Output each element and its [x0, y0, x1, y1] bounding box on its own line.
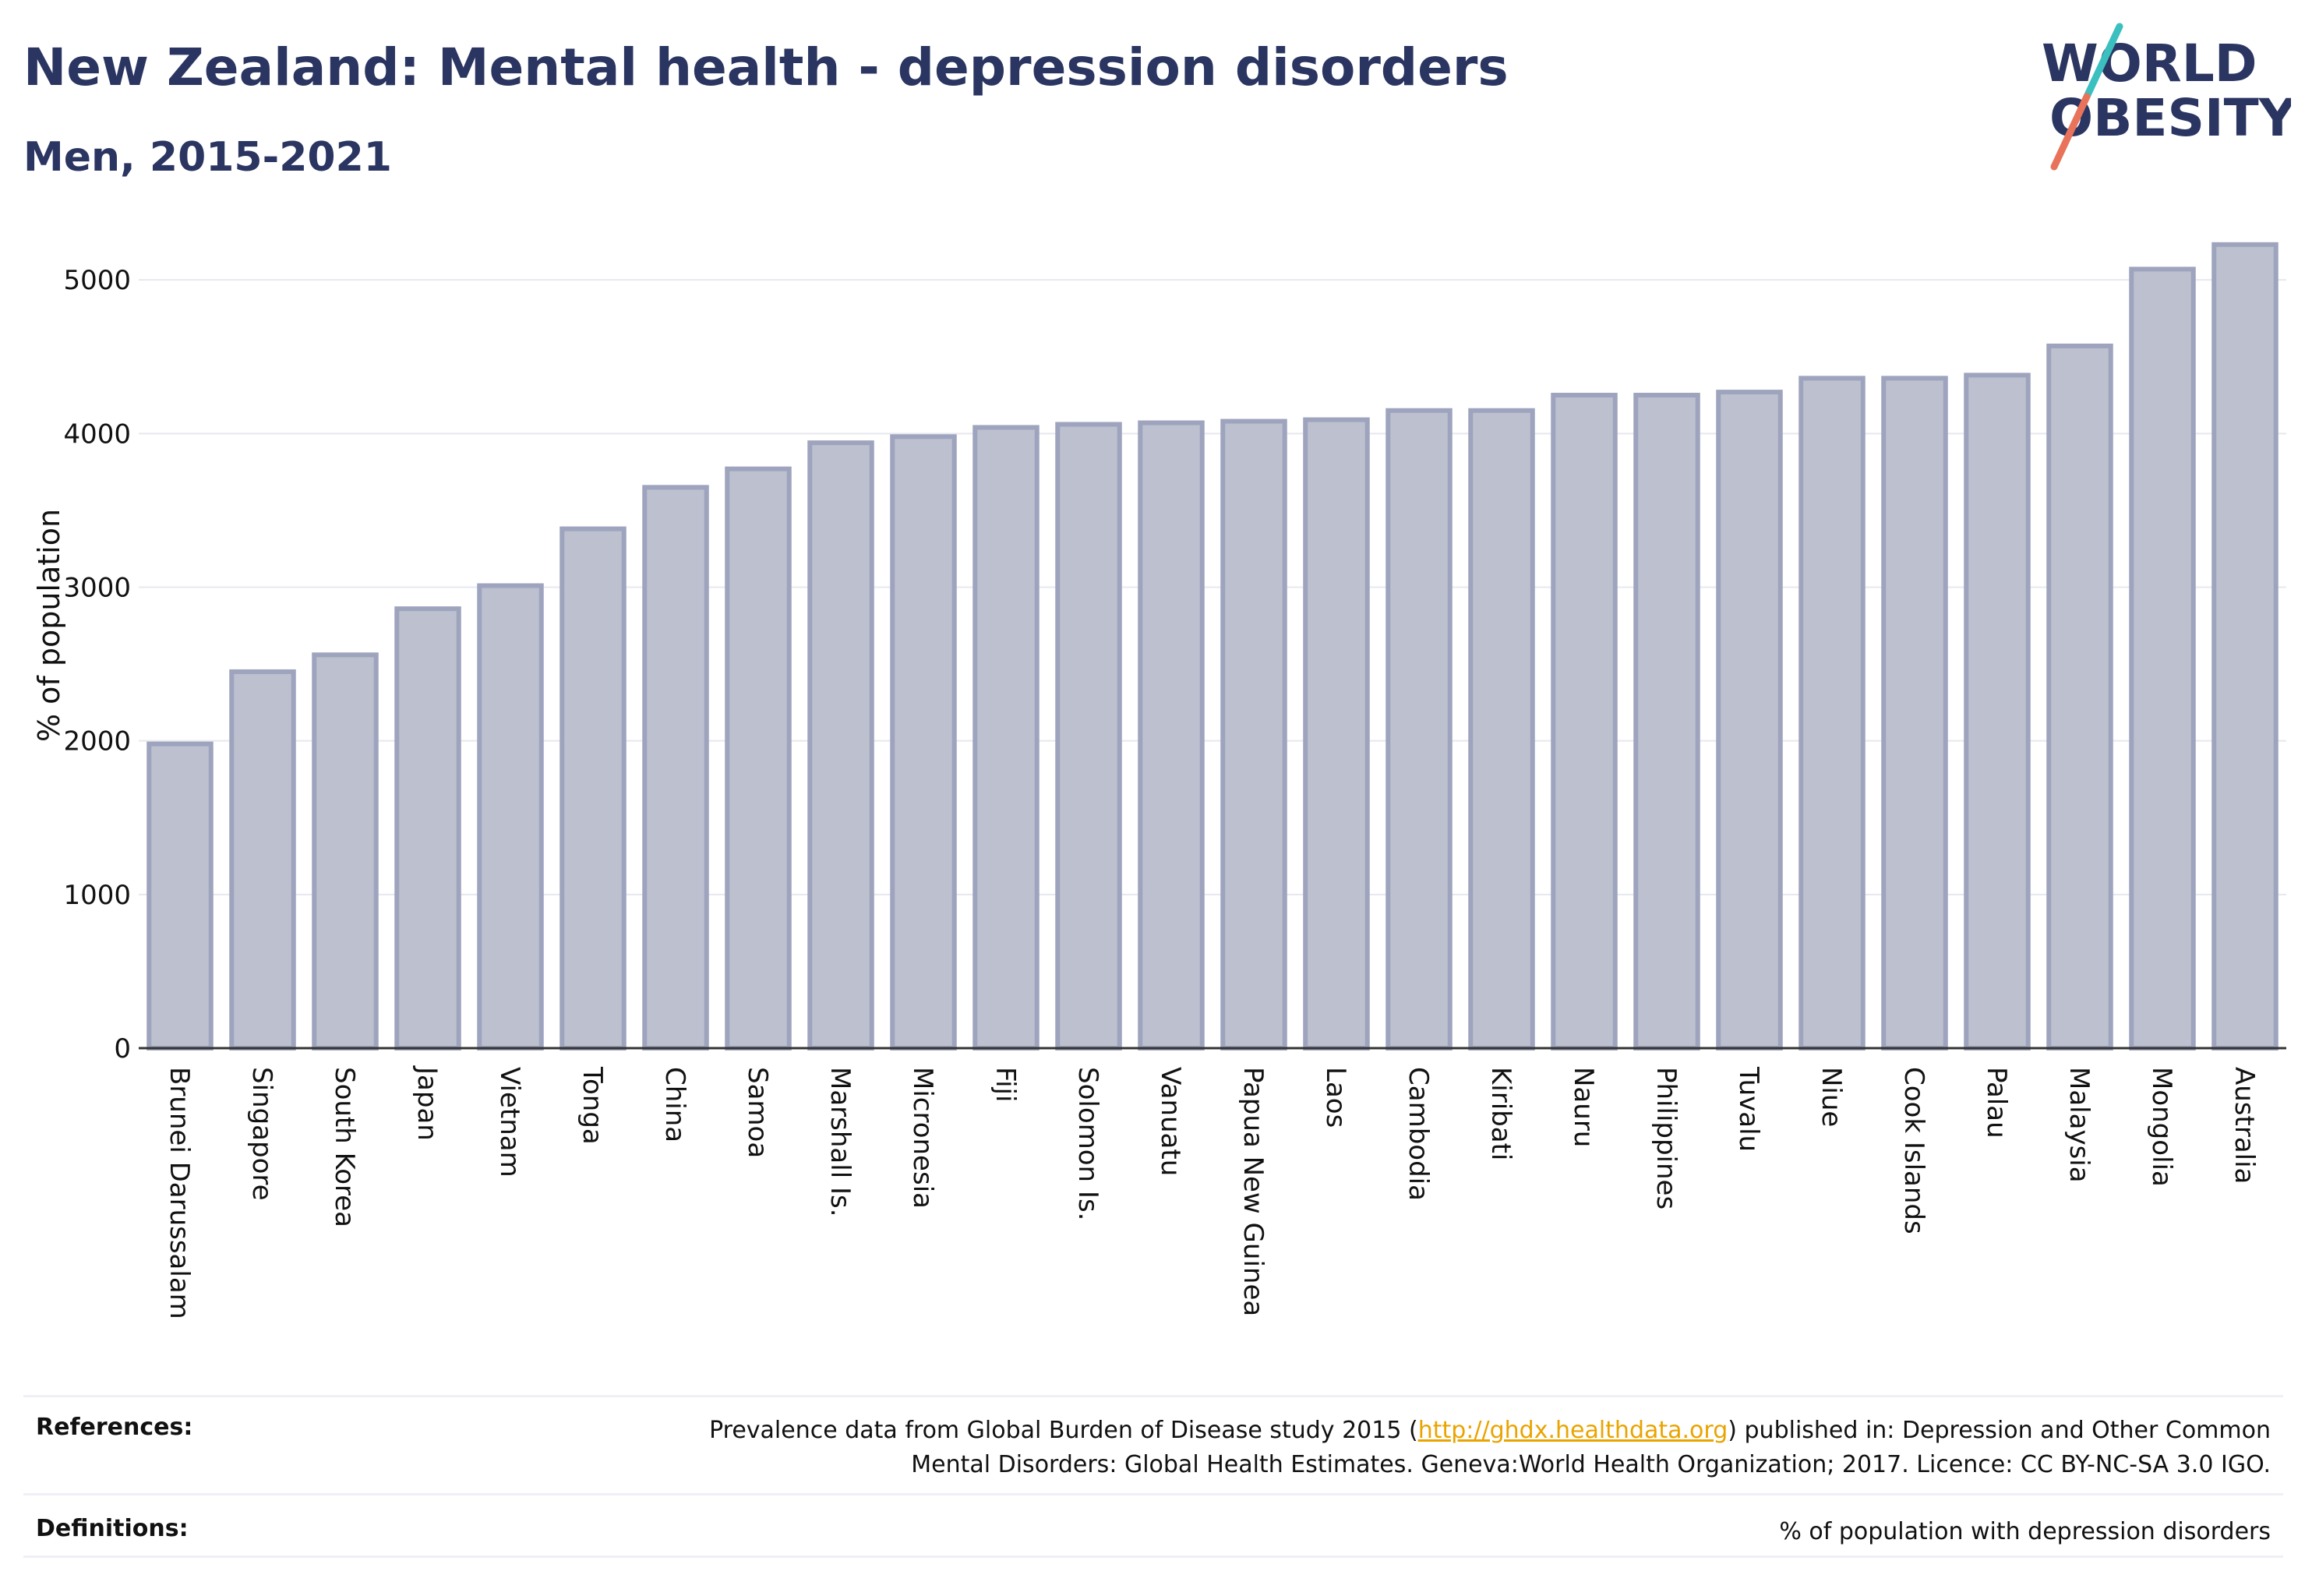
x-tick-label: Fiji: [990, 1067, 1021, 1102]
bar[interactable]: [1964, 373, 2031, 1050]
x-tick-label: Laos: [1320, 1067, 1351, 1128]
references-label: References:: [36, 1414, 193, 1441]
footer-divider-middle: [23, 1493, 2283, 1495]
references-text-1: Prevalence data from Global Burden of Di…: [709, 1417, 1418, 1444]
definitions-row: Definitions: % of population with depres…: [23, 1515, 2283, 1554]
bar[interactable]: [146, 741, 214, 1050]
x-tick-label: Kiribati: [1485, 1067, 1516, 1160]
x-tick-label: Samoa: [742, 1067, 773, 1158]
y-axis-label: % of population: [32, 509, 66, 742]
page-title: New Zealand: Mental health - depression …: [23, 37, 1509, 97]
y-tick-label: 5000: [63, 265, 131, 296]
references-text-3: Mental Disorders: Global Health Estimate…: [911, 1451, 2271, 1478]
definitions-text: % of population with depression disorder…: [1779, 1518, 2271, 1545]
bar[interactable]: [972, 425, 1040, 1050]
x-tick-label: Japan: [411, 1065, 443, 1141]
bar[interactable]: [477, 583, 544, 1050]
bar-chart: 0 1000 2000 3000 4000 5000 Brunei Darussalam S…: [32, 242, 2286, 1319]
bar[interactable]: [890, 434, 957, 1050]
x-tick-label: Tuvalu: [1733, 1066, 1764, 1152]
y-tick-label: 0: [114, 1033, 131, 1065]
x-tick-label: Nauru: [1568, 1067, 1599, 1147]
bar[interactable]: [1303, 417, 1370, 1050]
bar[interactable]: [2211, 242, 2279, 1050]
bar[interactable]: [642, 485, 709, 1050]
x-tick-label: Cook Islands: [1898, 1067, 1929, 1234]
logo-slash-top: [2083, 23, 2123, 101]
bar[interactable]: [1633, 393, 1700, 1050]
page-subtitle: Men, 2015-2021: [23, 134, 392, 181]
footer-divider-bottom: [23, 1555, 2283, 1558]
world-obesity-logo: WORLD OBESITY: [2042, 23, 2291, 171]
bar[interactable]: [1055, 422, 1122, 1050]
x-tick-label: Solomon Is.: [1072, 1067, 1103, 1220]
y-tick-label: 3000: [63, 572, 131, 603]
references-link[interactable]: http://ghdx.healthdata.org: [1417, 1417, 1728, 1444]
y-axis-ticks: 0 1000 2000 3000 4000 5000: [63, 265, 131, 1065]
x-tick-label: Cambodia: [1403, 1067, 1434, 1201]
bar[interactable]: [312, 652, 379, 1051]
bar[interactable]: [1551, 393, 1618, 1050]
bar[interactable]: [807, 440, 874, 1050]
y-tick-label: 1000: [63, 880, 131, 911]
bar[interactable]: [1220, 418, 1287, 1050]
x-axis-ticks: Brunei Darussalam Singapore South Korea Jap…: [164, 1065, 2260, 1319]
x-tick-label: Papua New Guinea: [1237, 1067, 1269, 1316]
x-tick-label: Vietnam: [494, 1067, 525, 1178]
x-tick-label: Palau: [1981, 1067, 2012, 1139]
x-tick-label: Brunei Darussalam: [164, 1067, 195, 1319]
bar[interactable]: [2046, 343, 2113, 1050]
bar[interactable]: [725, 466, 792, 1050]
footer-divider-top: [23, 1395, 2283, 1397]
bar[interactable]: [1138, 420, 1205, 1050]
bar[interactable]: [1468, 408, 1535, 1050]
x-tick-label: Australia: [2229, 1067, 2260, 1184]
y-tick-label: 2000: [63, 726, 131, 757]
bar[interactable]: [1385, 408, 1453, 1050]
bars: [146, 242, 2279, 1051]
x-tick-label: Micronesia: [907, 1067, 938, 1209]
logo-line-1: WORLD: [2042, 34, 2257, 94]
bar[interactable]: [1798, 376, 1866, 1051]
x-tick-label: Marshall Is.: [824, 1067, 856, 1217]
x-tick-label: Malaysia: [2063, 1067, 2095, 1183]
bar[interactable]: [1716, 390, 1783, 1050]
x-tick-label: Singapore: [246, 1067, 277, 1201]
bar[interactable]: [559, 526, 627, 1050]
x-tick-label: Vanuatu: [1155, 1067, 1186, 1176]
bar[interactable]: [229, 669, 296, 1050]
bar[interactable]: [2129, 267, 2196, 1050]
x-tick-label: Tonga: [577, 1066, 608, 1145]
references-text-2: ) published in: Depression and Other Com…: [1728, 1417, 2271, 1444]
y-tick-label: 4000: [63, 418, 131, 450]
bar[interactable]: [1881, 376, 1948, 1051]
x-tick-label: Philippines: [1650, 1067, 1682, 1209]
references-text: Prevalence data from Global Burden of Di…: [709, 1414, 2271, 1482]
x-tick-label: China: [659, 1067, 690, 1142]
logo-slash-bottom: [2050, 93, 2091, 171]
x-tick-label: Mongolia: [2146, 1067, 2177, 1187]
definitions-label: Definitions:: [36, 1515, 189, 1542]
x-tick-label: South Korea: [329, 1067, 360, 1227]
references-row: References: Prevalence data from Global …: [23, 1414, 2283, 1492]
x-tick-label: Niue: [1816, 1067, 1847, 1127]
bar[interactable]: [394, 606, 461, 1050]
